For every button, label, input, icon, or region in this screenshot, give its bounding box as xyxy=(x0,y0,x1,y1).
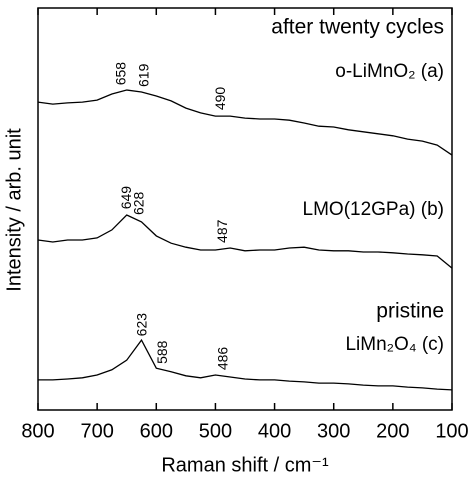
peak-label: 619 xyxy=(136,63,152,87)
peak-label: 658 xyxy=(113,62,129,86)
x-tick-label: 600 xyxy=(140,420,173,442)
annotation: after twenty cycles xyxy=(271,16,444,39)
spectrum-line xyxy=(38,338,453,391)
series-label: o-LiMnO₂ (a) xyxy=(335,61,444,82)
peak-label: 490 xyxy=(212,87,228,111)
series-label: LMO(12GPa) (b) xyxy=(303,199,444,220)
plot-frame xyxy=(37,7,453,411)
x-tick-label: 500 xyxy=(199,420,232,442)
series-label: LiMn₂O₄ (c) xyxy=(345,334,444,355)
x-tick-label: 300 xyxy=(317,420,350,442)
peak-label: 649 xyxy=(118,186,134,210)
x-tick-label: 200 xyxy=(376,420,409,442)
peak-label: 628 xyxy=(130,191,146,215)
annotation: pristine xyxy=(376,300,444,323)
x-tick-label: 700 xyxy=(80,420,113,442)
x-tick-label: 400 xyxy=(258,420,291,442)
y-axis-label: Intensity / arb. unit xyxy=(3,128,25,292)
peak-label: 588 xyxy=(154,340,170,364)
peak-label: 487 xyxy=(214,219,230,243)
peak-label: 486 xyxy=(214,347,230,371)
peak-label: 623 xyxy=(133,313,149,337)
spectrum-line xyxy=(37,89,453,156)
x-axis-label: Raman shift / cm⁻¹ xyxy=(161,454,329,476)
spectrum-line xyxy=(37,214,453,269)
x-tick-label: 100 xyxy=(435,420,468,442)
x-tick-label: 800 xyxy=(21,420,54,442)
